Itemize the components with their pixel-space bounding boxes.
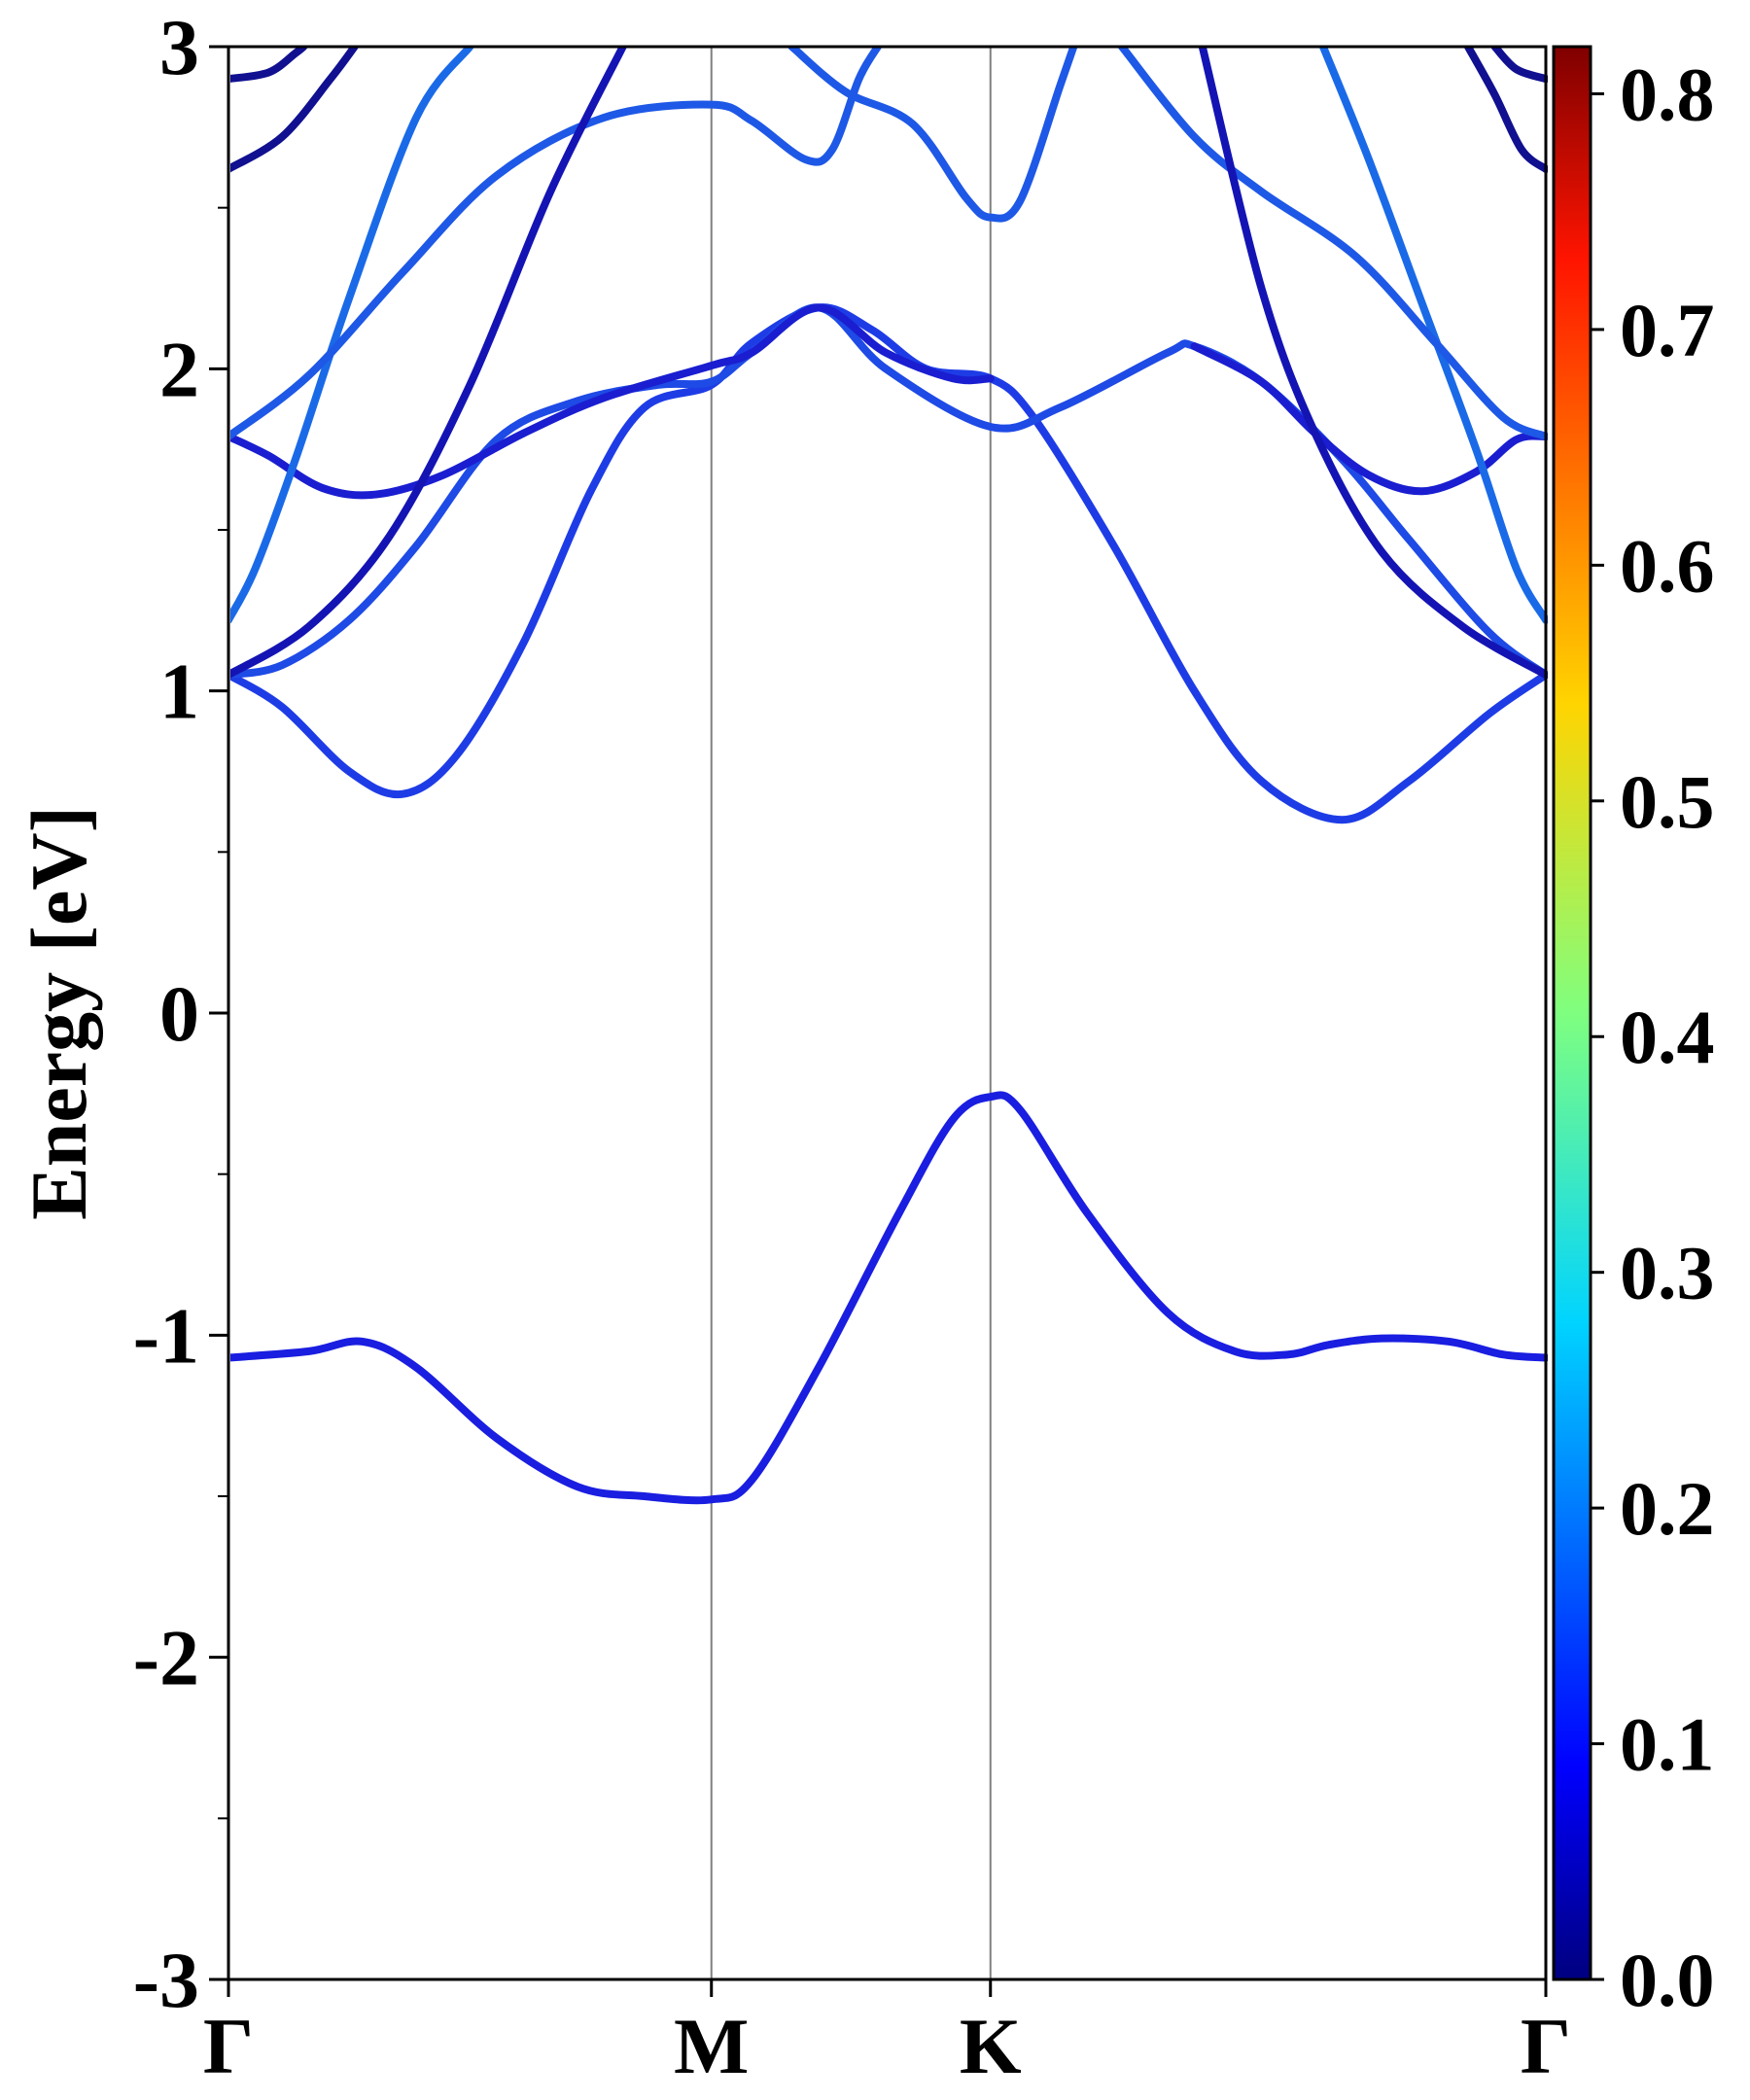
- band-3: [230, 303, 995, 500]
- y-axis: -3 -2 -1 0 1 2 3: [133, 3, 228, 2024]
- y-tick-label-1: -2: [133, 1614, 199, 1702]
- band-4: [1190, 342, 1548, 496]
- colorbar-tick-label-3: 0.3: [1620, 1231, 1715, 1315]
- x-tick-label-1: M: [674, 2002, 749, 2090]
- band-10: [230, 47, 627, 679]
- band-11: [1198, 47, 1548, 680]
- x-tick-label-3: Γ: [1521, 2002, 1571, 2090]
- colorbar-tick-label-1: 0.1: [1620, 1702, 1715, 1787]
- band-7: [230, 47, 882, 440]
- band-9: [1117, 47, 1548, 440]
- band-2: [230, 303, 1548, 680]
- y-tick-label-0: -3: [133, 1936, 199, 2024]
- band-1: [230, 303, 1548, 824]
- band-12: [230, 47, 359, 173]
- x-tick-label-2: K: [960, 2002, 1022, 2090]
- band-13: [1463, 47, 1548, 173]
- bands: [230, 47, 1548, 1505]
- colorbar-tick-label-2: 0.2: [1620, 1466, 1715, 1551]
- colorbar-tick-label-5: 0.5: [1620, 759, 1715, 844]
- band-0: [230, 1091, 1548, 1505]
- x-tick-label-0: Γ: [203, 2002, 254, 2090]
- y-tick-label-3: 0: [159, 969, 199, 1058]
- y-tick-label-4: 1: [159, 648, 199, 736]
- colorbar-gradient: [1552, 45, 1592, 1981]
- colorbar-ticks: 0.0 0.1 0.2 0.3 0.4 0.5 0.6 0.7 0.8: [1591, 52, 1715, 2022]
- colorbar-tick-label-8: 0.8: [1620, 52, 1715, 136]
- y-tick-label-5: 2: [159, 325, 199, 413]
- colorbar-tick-label-0: 0.0: [1620, 1938, 1715, 2022]
- band-14: [230, 47, 308, 83]
- y-tick-label-2: -1: [133, 1291, 199, 1380]
- band-15: [1490, 47, 1548, 84]
- y-tick-label-6: 3: [159, 3, 199, 91]
- colorbar-tick-label-6: 0.6: [1620, 523, 1715, 608]
- band-8: [788, 47, 1078, 223]
- colorbar-tick-label-4: 0.4: [1620, 995, 1715, 1079]
- y-axis-label: Energy [eV]: [15, 806, 103, 1220]
- colorbar: 0.0 0.1 0.2 0.3 0.4 0.5 0.6 0.7 0.8: [1552, 45, 1715, 2022]
- colorbar-tick-label-7: 0.7: [1620, 288, 1715, 372]
